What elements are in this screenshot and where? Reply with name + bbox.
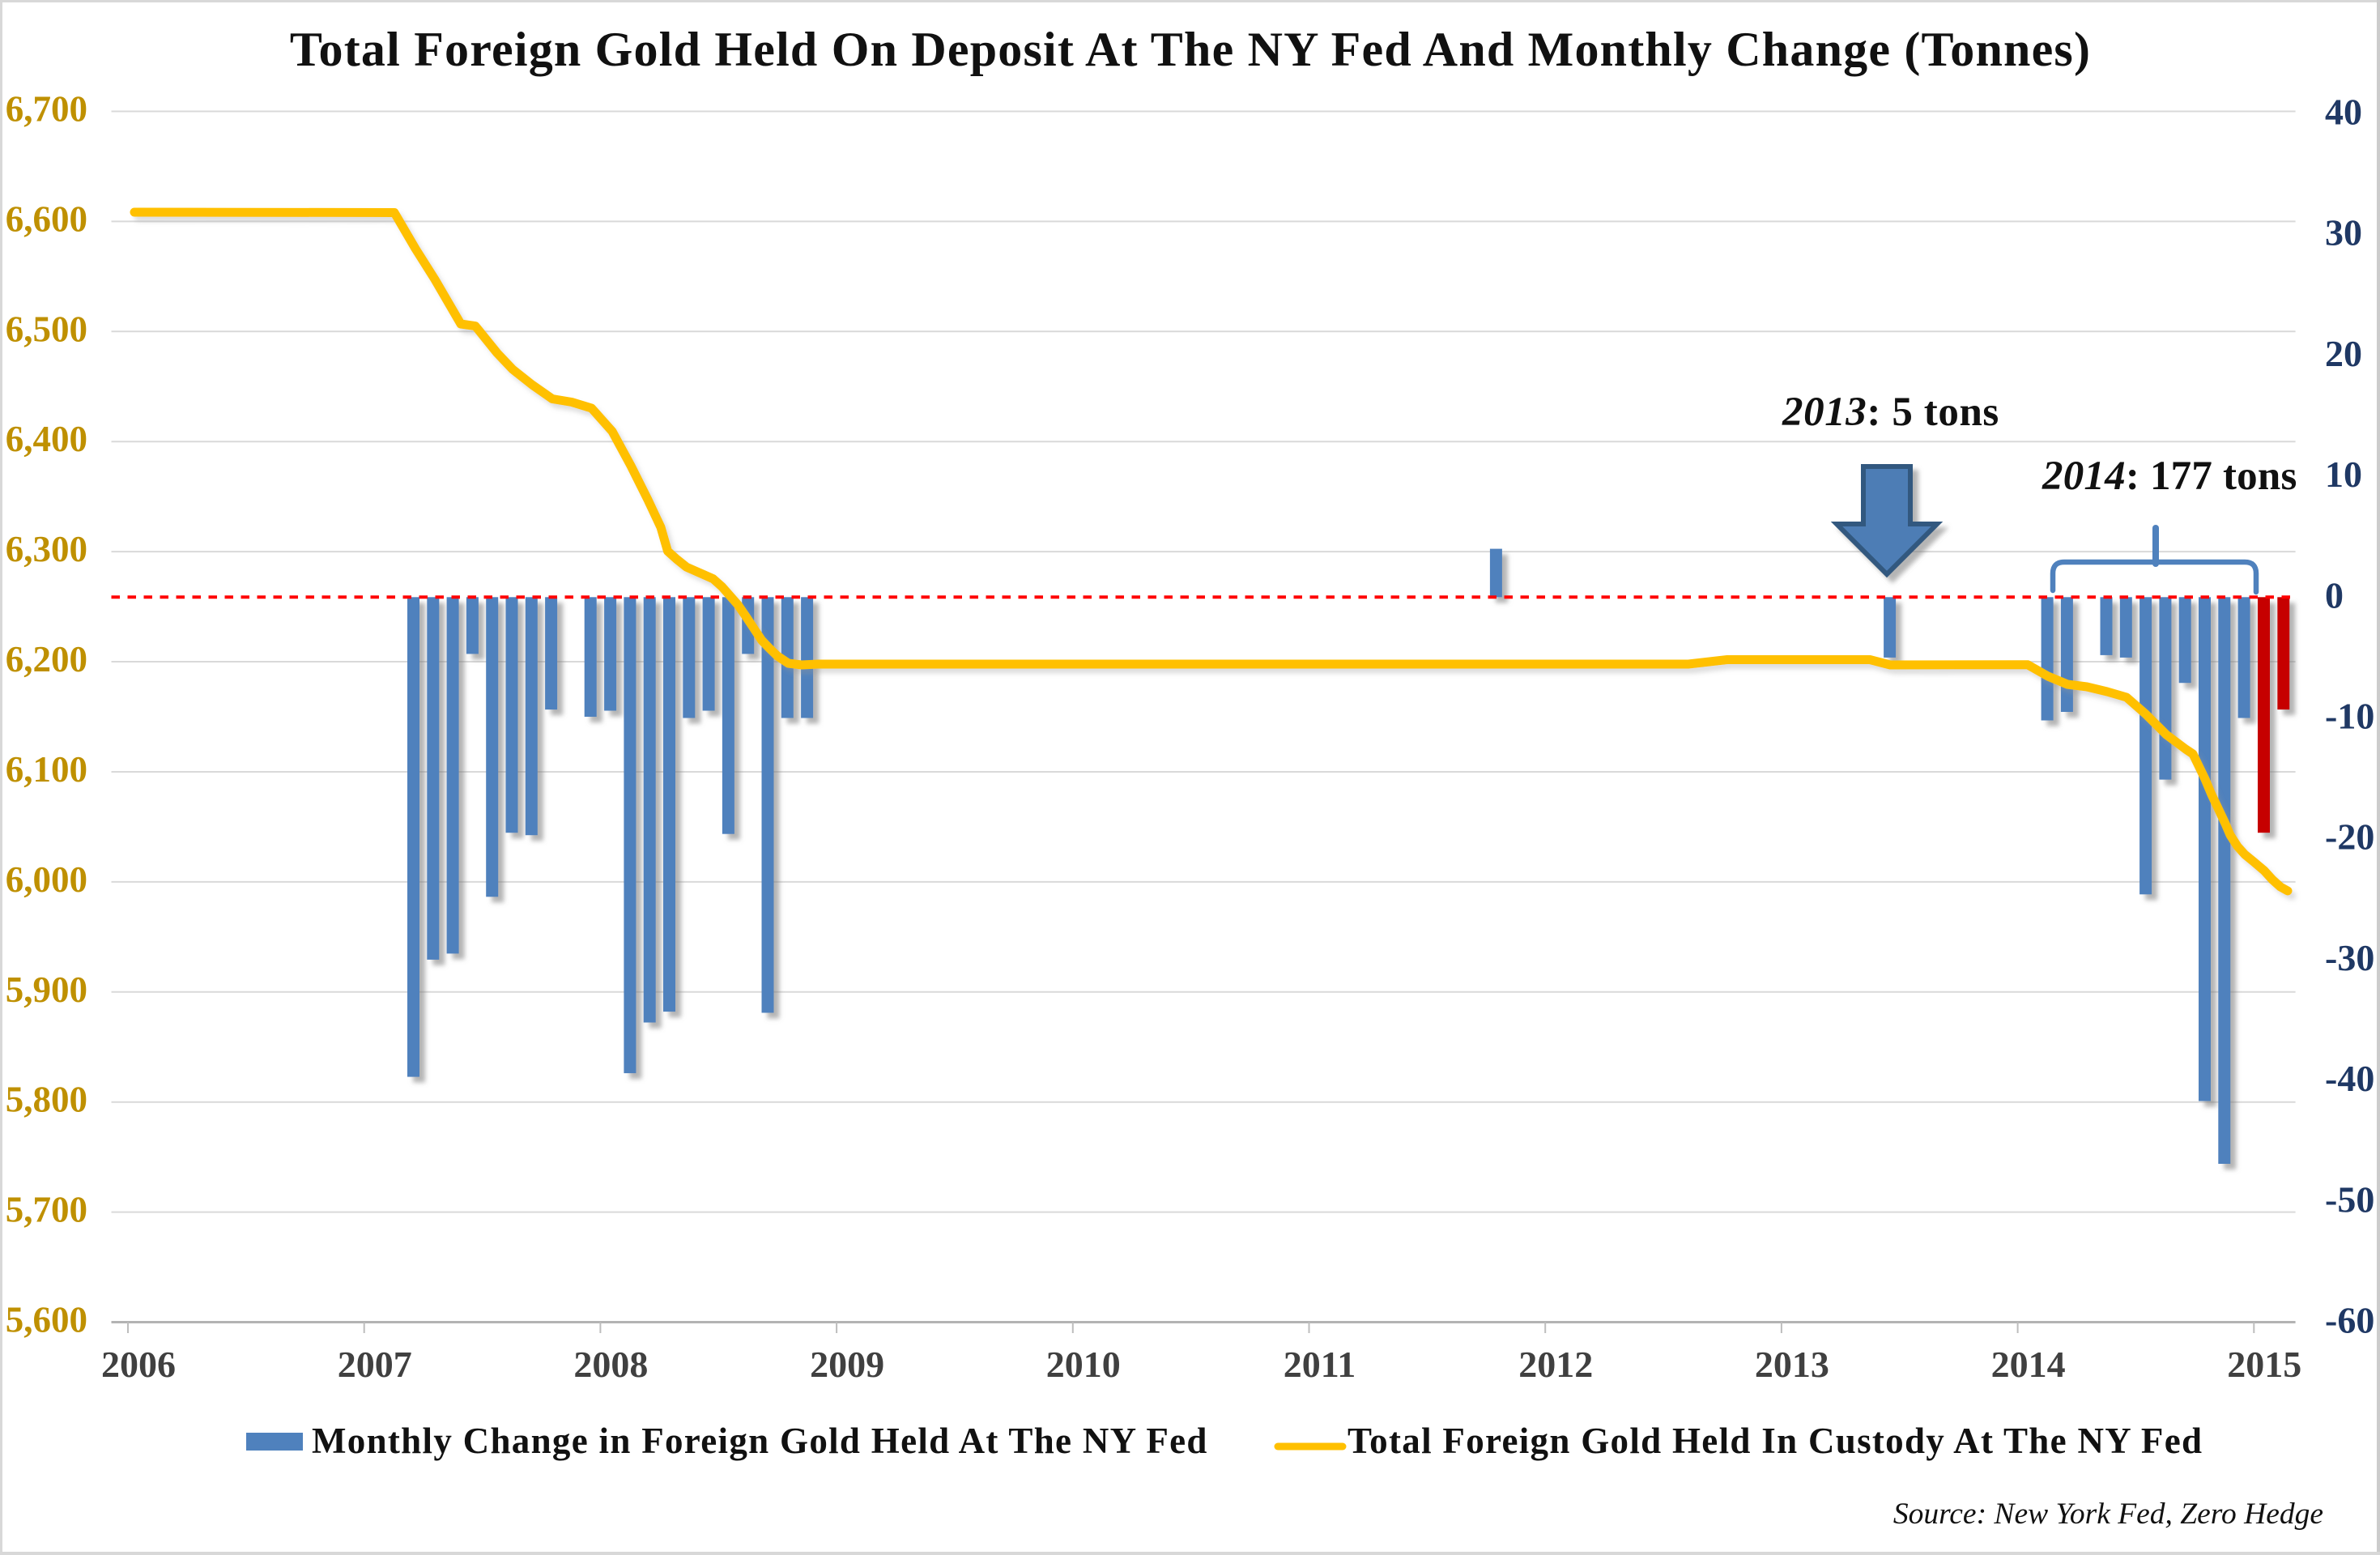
svg-text:2012: 2012 [1518,1344,1593,1385]
svg-text:2009: 2009 [810,1344,884,1385]
svg-text:2010: 2010 [1046,1344,1121,1385]
svg-text:2014: 2014 [1991,1344,2066,1385]
svg-text:-30: -30 [2325,937,2374,978]
svg-text:5,700: 5,700 [6,1190,87,1230]
svg-text:-50: -50 [2325,1178,2374,1220]
svg-text:6,200: 6,200 [6,639,87,680]
svg-text:5,800: 5,800 [6,1080,87,1120]
svg-text:40: 40 [2325,92,2362,133]
svg-text:-60: -60 [2325,1300,2374,1341]
svg-text:2008: 2008 [573,1344,648,1385]
svg-text:2013: 2013 [1755,1344,1829,1385]
svg-text:Source: New York Fed, Zero Hed: Source: New York Fed, Zero Hedge [1893,1497,2323,1531]
svg-text:Monthly Change in Foreign Gold: Monthly Change in Foreign Gold Held At T… [312,1421,1208,1461]
svg-text:2015: 2015 [2227,1344,2301,1385]
svg-text:6,300: 6,300 [6,529,87,569]
svg-text:5,900: 5,900 [6,969,87,1010]
svg-text:5,600: 5,600 [6,1300,87,1340]
svg-text:6,600: 6,600 [6,198,87,239]
svg-text:-20: -20 [2325,816,2374,858]
svg-text:2011: 2011 [1284,1344,1356,1385]
svg-text:6,000: 6,000 [6,859,87,900]
svg-text:Total Foreign Gold Held In Cus: Total Foreign Gold Held In Custody At Th… [1348,1421,2203,1461]
svg-text:2013: 5 tons: 2013: 5 tons [1782,390,1999,435]
svg-text:-40: -40 [2325,1058,2374,1099]
svg-text:6,100: 6,100 [6,749,87,790]
svg-text:6,500: 6,500 [6,309,87,349]
svg-text:Total Foreign Gold Held On Dep: Total Foreign Gold Held On Deposit At Th… [290,23,2091,76]
svg-text:2014: 177 tons: 2014: 177 tons [2042,454,2297,499]
svg-text:30: 30 [2325,212,2362,253]
svg-text:6,400: 6,400 [6,419,87,459]
svg-text:-10: -10 [2325,696,2374,737]
svg-text:2007: 2007 [338,1344,412,1385]
svg-text:20: 20 [2325,333,2362,374]
svg-text:10: 10 [2325,454,2362,495]
svg-text:0: 0 [2325,574,2344,616]
svg-text:2006: 2006 [101,1344,176,1385]
svg-text:6,700: 6,700 [6,89,87,130]
